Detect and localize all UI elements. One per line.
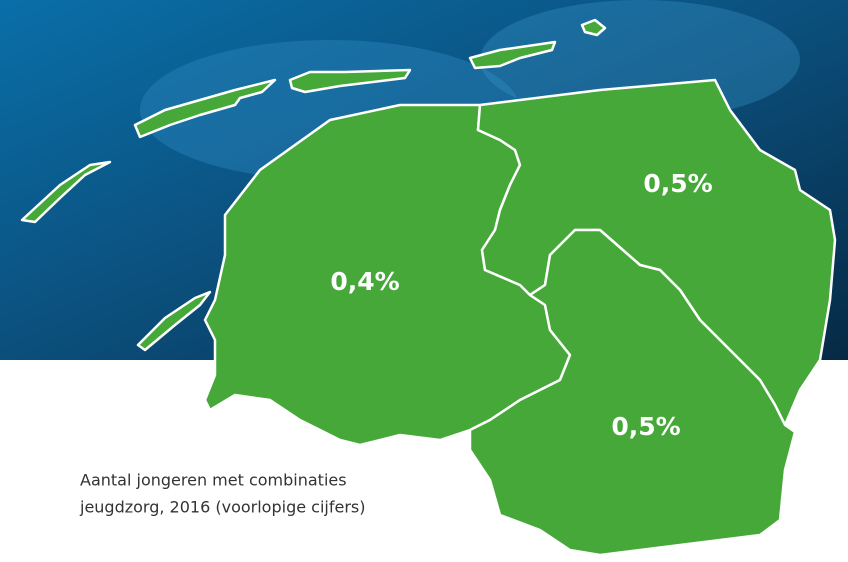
caption: Aantal jongeren met combinaties bbox=[80, 471, 347, 490]
region-value: 0,5% bbox=[611, 412, 680, 441]
region-value: 0,5% bbox=[643, 169, 712, 198]
region-value: 0,4% bbox=[330, 267, 399, 296]
page: 0,4% 0,5% 0,5% Aantal jongeren met combi… bbox=[0, 0, 848, 562]
caption: jeugdzorg, 2016 (voorlopige cijfers) bbox=[79, 498, 365, 517]
